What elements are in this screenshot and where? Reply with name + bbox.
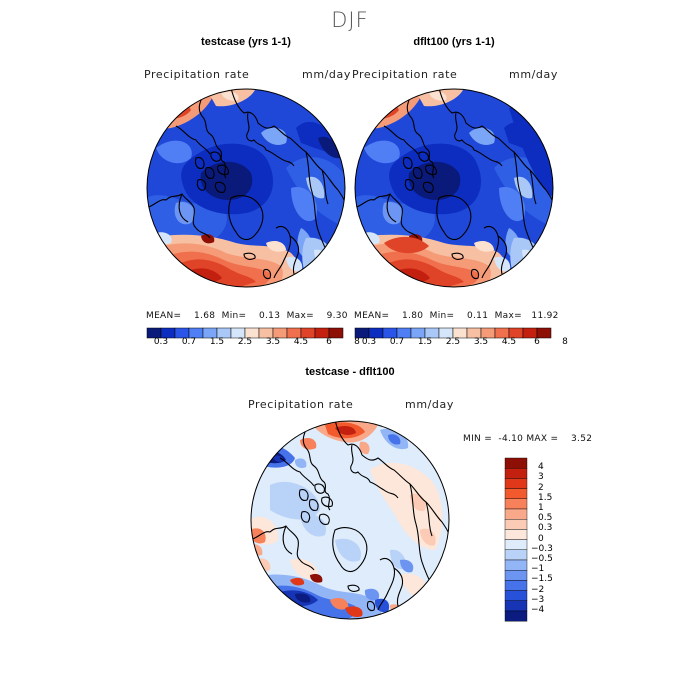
colorbar-tick-label: 8 (562, 337, 568, 347)
colorbar-tick-label: 0.3 (153, 337, 169, 347)
polar-map-difference (250, 420, 450, 620)
colorbar-difference (504, 457, 528, 625)
colorbar-value-label: −1 (531, 564, 545, 575)
polar-map-testcase (146, 88, 346, 288)
panel-title-dflt100: dflt100 (yrs 1-1) (413, 36, 495, 48)
colorbar-value-label: −4 (531, 605, 545, 615)
colorbar-value-label: 4 (538, 462, 544, 473)
colorbar-value-label: 0 (538, 533, 544, 544)
colorbar-tick-label: 6 (326, 337, 332, 347)
colorbar-swatch (504, 580, 528, 591)
colorbar-tick-label: 2.5 (237, 337, 253, 347)
colorbar-value-label: 3 (538, 472, 544, 483)
colorbar-swatch (328, 327, 344, 339)
colorbar-tick-label: 2.5 (445, 337, 461, 347)
stats-dflt100: MEAN= 1.80 Min= 0.11 Max= 11.92 (354, 311, 559, 321)
colorbar-value-label: 0.5 (538, 513, 553, 524)
colorbar-swatch (504, 600, 528, 612)
colorbar-swatch (504, 529, 528, 540)
colorbar-value-label: −0.5 (531, 554, 553, 564)
colorbar-tick-label: 3.5 (265, 337, 281, 347)
colorbar-value-label: −1.5 (531, 574, 553, 585)
units-diff: mm/day (405, 398, 454, 411)
colorbar-swatch (504, 569, 528, 581)
panel-title-testcase: testcase (yrs 1-1) (201, 36, 291, 48)
colorbar-tick-label: 3.5 (473, 337, 489, 347)
colorbar-value-label: −2 (531, 584, 545, 595)
colorbar-testcase (146, 323, 344, 342)
colorbar-swatch (504, 519, 528, 530)
colorbar-ticks-testcase: 0.3 0.7 1.5 2.5 3.5 4.5 6 8 (147, 337, 360, 349)
colorbar-tick-label: 1.5 (209, 337, 225, 347)
colorbar-swatch (504, 467, 528, 479)
polar-map-dflt100 (354, 88, 554, 288)
colorbar-ticks-dflt100: 0.3 0.7 1.5 2.5 3.5 4.5 6 8 (355, 337, 568, 349)
colorbar-swatch (504, 610, 528, 622)
units-left: mm/day (302, 68, 351, 81)
colorbar-swatch (504, 508, 528, 520)
colorbar-tick-label: 0.3 (361, 337, 377, 347)
colorbar-swatch (536, 327, 552, 339)
colorbar-value-label: −0.3 (531, 543, 553, 554)
units-right: mm/day (509, 68, 558, 81)
colorbar-tick-label: 1.5 (417, 337, 433, 347)
colorbar-value-label: 1 (538, 503, 544, 513)
stats-testcase: MEAN= 1.68 Min= 0.13 Max= 9.30 (146, 311, 348, 321)
colorbar-swatch (504, 559, 528, 571)
variable-name-left: Precipitation rate (144, 68, 250, 81)
colorbar-dflt100 (354, 323, 552, 342)
colorbar-swatch (504, 539, 528, 550)
colorbar-tick-label: 4.5 (293, 337, 309, 347)
colorbar-value-label: 2 (538, 482, 544, 493)
colorbar-swatch (504, 488, 528, 500)
colorbar-value-label: 1.5 (538, 492, 553, 503)
season-label: DJF (331, 8, 369, 32)
colorbar-labels-difference: 4 3 2 1.5 1 0.5 0.3 0 −0.3 −0.5 −1 −1.5 −2 −3 −4 (531, 458, 578, 622)
variable-name-diff: Precipitation rate (248, 398, 354, 411)
colorbar-tick-label: 4.5 (501, 337, 517, 347)
diff-minmax: MIN = -4.10 MAX = 3.52 (463, 434, 593, 444)
colorbar-swatch (504, 478, 528, 489)
diff-title: testcase - dflt100 (305, 366, 395, 378)
variable-name-right: Precipitation rate (352, 68, 458, 81)
colorbar-tick-label: 0.7 (181, 337, 197, 347)
colorbar-swatch (504, 457, 528, 469)
colorbar-value-label: 0.3 (538, 523, 553, 534)
colorbar-value-label: −3 (531, 594, 545, 605)
colorbar-tick-label: 0.7 (389, 337, 405, 347)
colorbar-tick-label: 6 (534, 337, 540, 347)
colorbar-swatch (504, 549, 528, 561)
colorbar-tick-label: 8 (354, 337, 360, 347)
colorbar-swatch (504, 590, 528, 602)
colorbar-swatch (504, 498, 528, 510)
